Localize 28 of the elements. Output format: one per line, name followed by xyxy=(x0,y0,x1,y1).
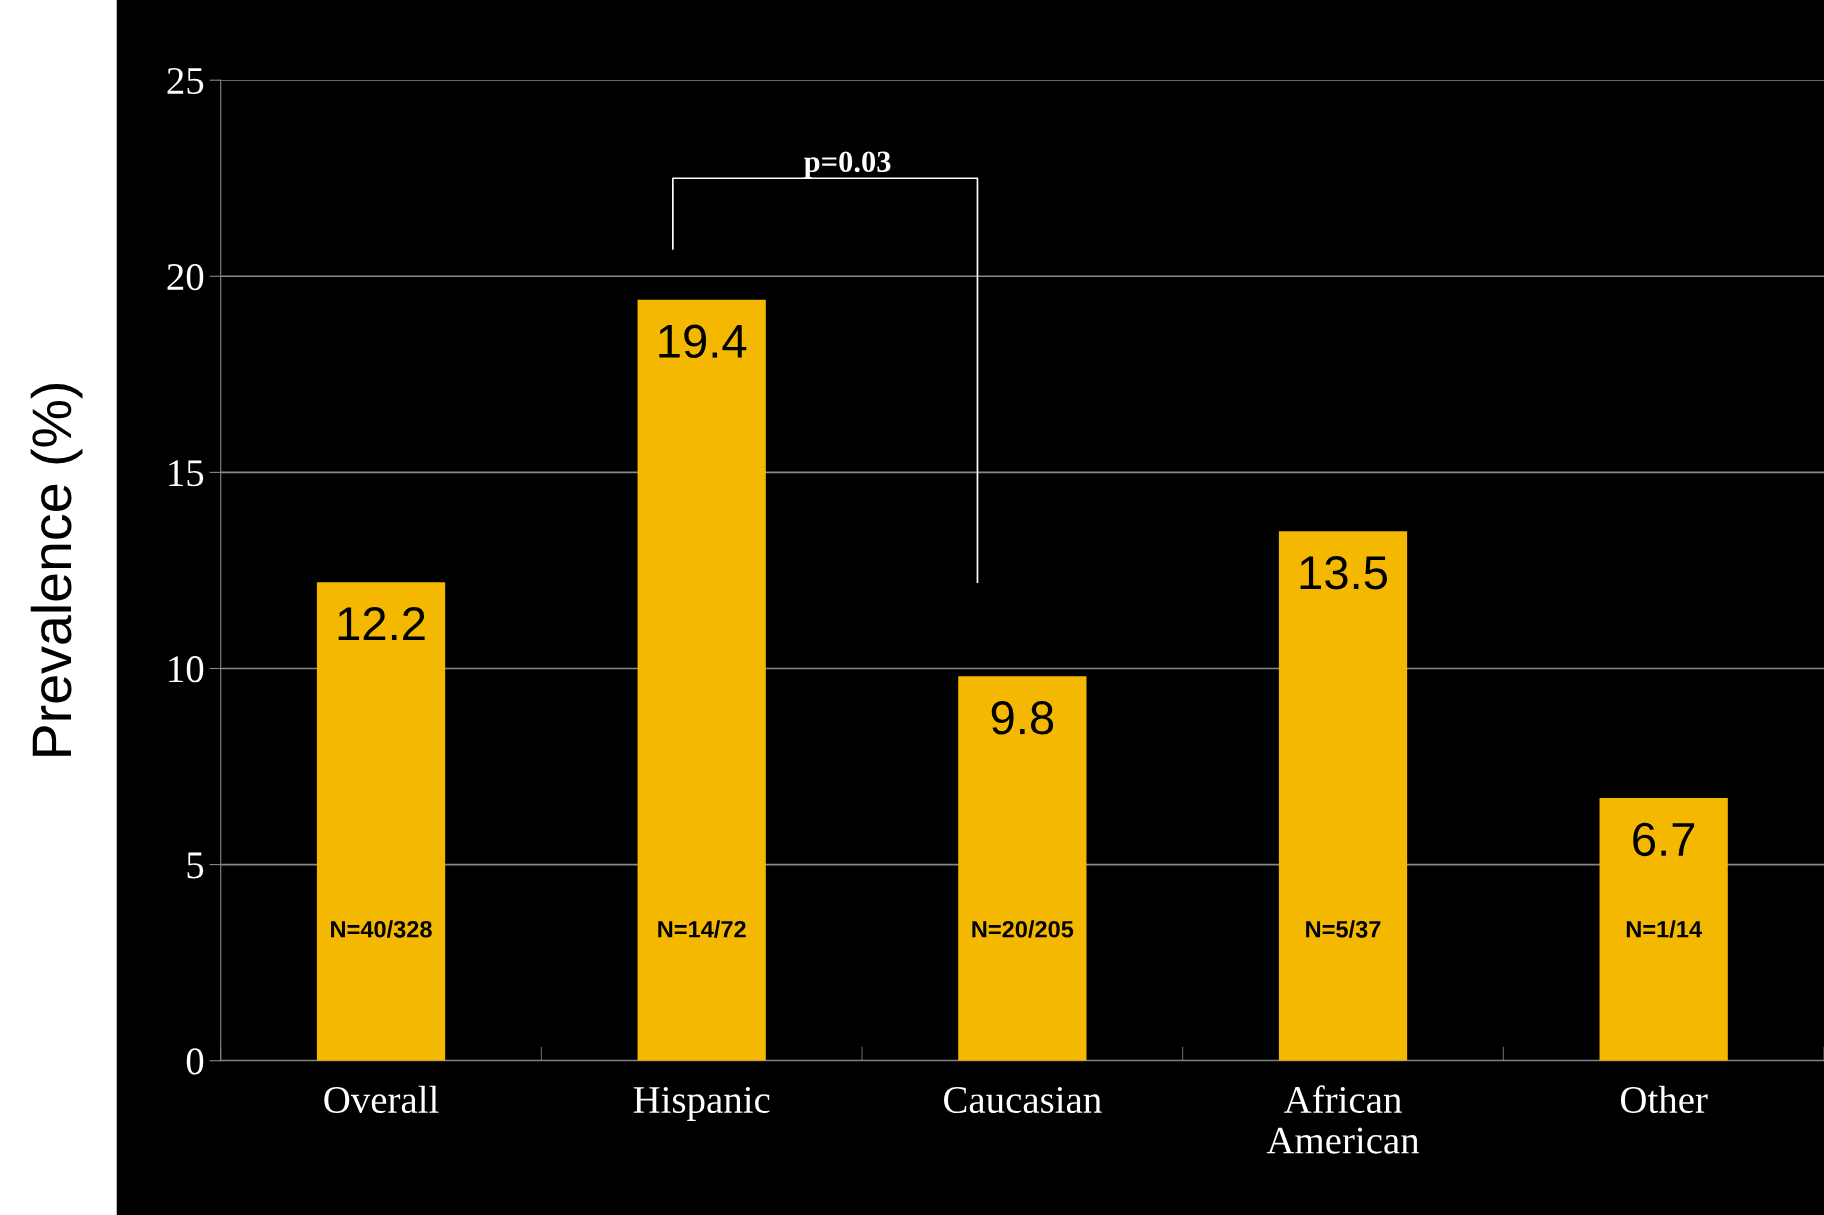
y-tick-label: 25 xyxy=(167,67,204,95)
annotation: p=0.03 xyxy=(804,151,891,179)
y-tick-label: 10 xyxy=(169,656,204,683)
y-tick-label: 0 xyxy=(186,1048,204,1075)
data-label: 19.4 xyxy=(659,324,747,359)
y-axis-title: Prevalence (%) xyxy=(30,384,83,756)
annotation: N=1/14 xyxy=(1626,920,1702,938)
data-label: 13.5 xyxy=(1300,556,1387,590)
annotation: N=40/328 xyxy=(331,920,432,938)
x-tick-label: Overall xyxy=(324,1085,439,1114)
x-tick-label: African American xyxy=(1266,1085,1420,1154)
annotation: N=20/205 xyxy=(972,920,1074,938)
data-label: 12.2 xyxy=(338,606,425,640)
y-tick-label: 20 xyxy=(167,263,204,291)
bar xyxy=(958,676,1087,1061)
data-label: 9.8 xyxy=(991,701,1054,735)
y-tick-label: 15 xyxy=(169,460,204,487)
x-tick-label: Caucasian xyxy=(944,1086,1102,1114)
annotation: N=14/72 xyxy=(658,920,746,938)
x-tick-label: Other xyxy=(1621,1085,1708,1114)
annotation: N=5/37 xyxy=(1306,920,1381,938)
bar xyxy=(637,299,766,1061)
bar xyxy=(1278,531,1408,1061)
data-label: 6.7 xyxy=(1633,822,1695,857)
bar xyxy=(316,582,446,1061)
x-tick-label: Hispanic xyxy=(633,1086,770,1121)
bar xyxy=(1599,797,1728,1061)
y-tick-label: 5 xyxy=(187,852,204,879)
